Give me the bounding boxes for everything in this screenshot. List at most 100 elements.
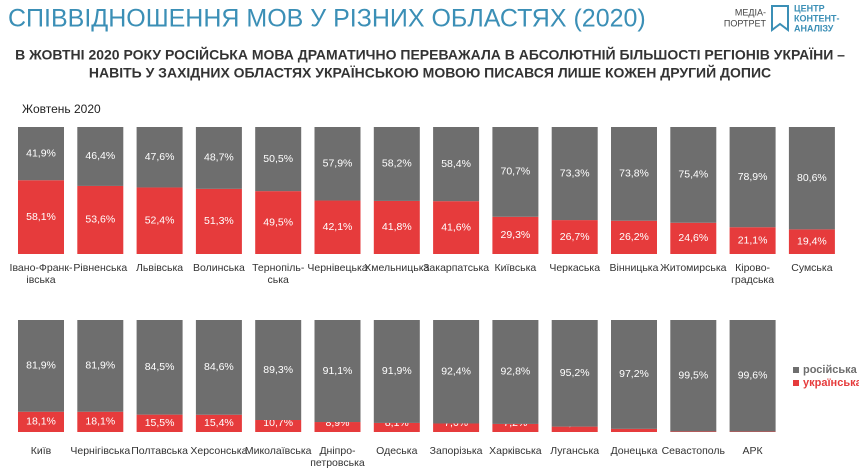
x-tick-label: АРК [743,445,764,457]
bar-segment [729,227,776,254]
bar-segment [611,220,657,254]
x-tick-label: Чернігівська [70,445,130,457]
bar-segment [492,127,539,217]
value-label: 81,9% [26,360,56,372]
value-label: 26,2% [619,231,649,243]
value-label: 58,1% [26,211,56,223]
bar-segment [136,320,183,415]
bar-segment [788,229,835,254]
logo-icon [771,5,789,32]
value-label: 73,3% [560,167,590,179]
bar-segment [136,414,183,432]
legend-swatch [793,380,799,386]
value-label: 95,2% [560,367,590,379]
bar-segment [314,320,361,423]
bar-segment [18,180,64,254]
bar-segment [611,127,657,221]
bar-segment [729,320,776,432]
subtitle: НАВІТЬ У ЗАХІДНИХ ОБЛАСТЯХ УКРАЇНСЬКОЮ М… [89,64,771,81]
value-label: 18,1% [85,416,115,428]
bar-segment [255,320,302,421]
value-label: 89,3% [263,364,293,376]
bar-segment [373,200,420,254]
value-label: 21,1% [738,234,768,246]
bar-segment [255,191,302,254]
bar-segment [18,411,64,432]
bar-segment [433,201,480,254]
bar-segment [433,320,480,424]
bar-segment [255,127,302,192]
x-tick-label: Вінницька [610,262,659,274]
bar-segment [551,426,598,432]
value-label: 26,7% [560,231,590,243]
logo-text: МЕДІА- [735,7,766,17]
bar-segment [373,320,420,423]
bar-segment [788,127,835,230]
bar-segment [255,420,302,432]
bar-segment [18,320,64,412]
value-label: 57,9% [323,158,353,170]
x-tick-label: Черкаська [549,262,600,274]
logo-text: ЦЕНТР [794,3,825,13]
value-label: 42,1% [323,221,353,233]
bar-segment [670,431,717,432]
value-label: 29,3% [501,229,531,241]
bar-segment [373,127,420,201]
value-label: 47,6% [145,151,175,163]
value-label: 41,9% [26,147,56,159]
x-tick-label: Миколаївська [245,445,312,457]
value-label: 80,6% [797,172,827,184]
x-tick-label: Запорізька [430,445,483,457]
value-label: 53,6% [85,214,115,226]
value-label: 70,7% [501,166,531,178]
value-label: 91,9% [382,365,412,377]
bar-segment [433,423,480,432]
bar-segment [136,187,183,254]
bar-segment [492,216,539,254]
x-tick-label: Волинська [193,262,245,274]
bar-segment [670,127,717,223]
x-tick-label: Івано-Франк-івська [10,262,73,286]
bar-segment [729,127,776,228]
x-tick-label: Київська [495,262,537,274]
bar-segment [195,127,242,189]
value-label: 84,5% [145,361,175,373]
bar-segment [492,320,539,424]
bar-segment [433,127,480,202]
bar-segment [314,127,361,201]
value-label: 91,1% [323,365,353,377]
x-tick-label: Рівненська [73,262,127,274]
value-label: 99,5% [678,370,708,382]
bar-segment [551,220,598,254]
bar-segment [611,428,657,432]
value-label: 49,5% [263,216,293,228]
value-label: 15,5% [145,417,175,429]
x-tick-label: Херсонська [190,445,247,457]
logo-text: АНАЛІЗУ [794,23,834,33]
bar-segment [551,127,598,221]
legend-label: українська [803,377,859,389]
bar-segment [18,127,64,181]
bar-segment [611,320,657,429]
value-label: 50,5% [263,153,293,165]
value-label: 75,4% [678,169,708,181]
value-label: 58,4% [441,158,471,170]
x-tick-label: Полтавська [131,445,188,457]
value-label: 92,4% [441,366,471,378]
value-label: 18,1% [26,416,56,428]
x-tick-label: Донецька [611,445,658,457]
logo-text: КОНТЕНТ- [794,13,840,23]
bar-segment [77,127,124,186]
value-label: 51,3% [204,215,234,227]
bar-segment [670,222,717,254]
value-label: 24,6% [678,232,708,244]
value-label: 97,2% [619,368,649,380]
chart-title: Жовтень 2020 [22,102,101,116]
x-tick-label: Тернопіль-ська [252,262,305,286]
x-tick-label: Київ [31,445,52,457]
value-label: 46,4% [85,150,115,162]
x-tick-label: Сумська [791,262,832,274]
x-tick-label: Одеська [376,445,417,457]
page-title: СПІВВІДНОШЕННЯ МОВ У РІЗНИХ ОБЛАСТЯХ (20… [8,5,646,33]
